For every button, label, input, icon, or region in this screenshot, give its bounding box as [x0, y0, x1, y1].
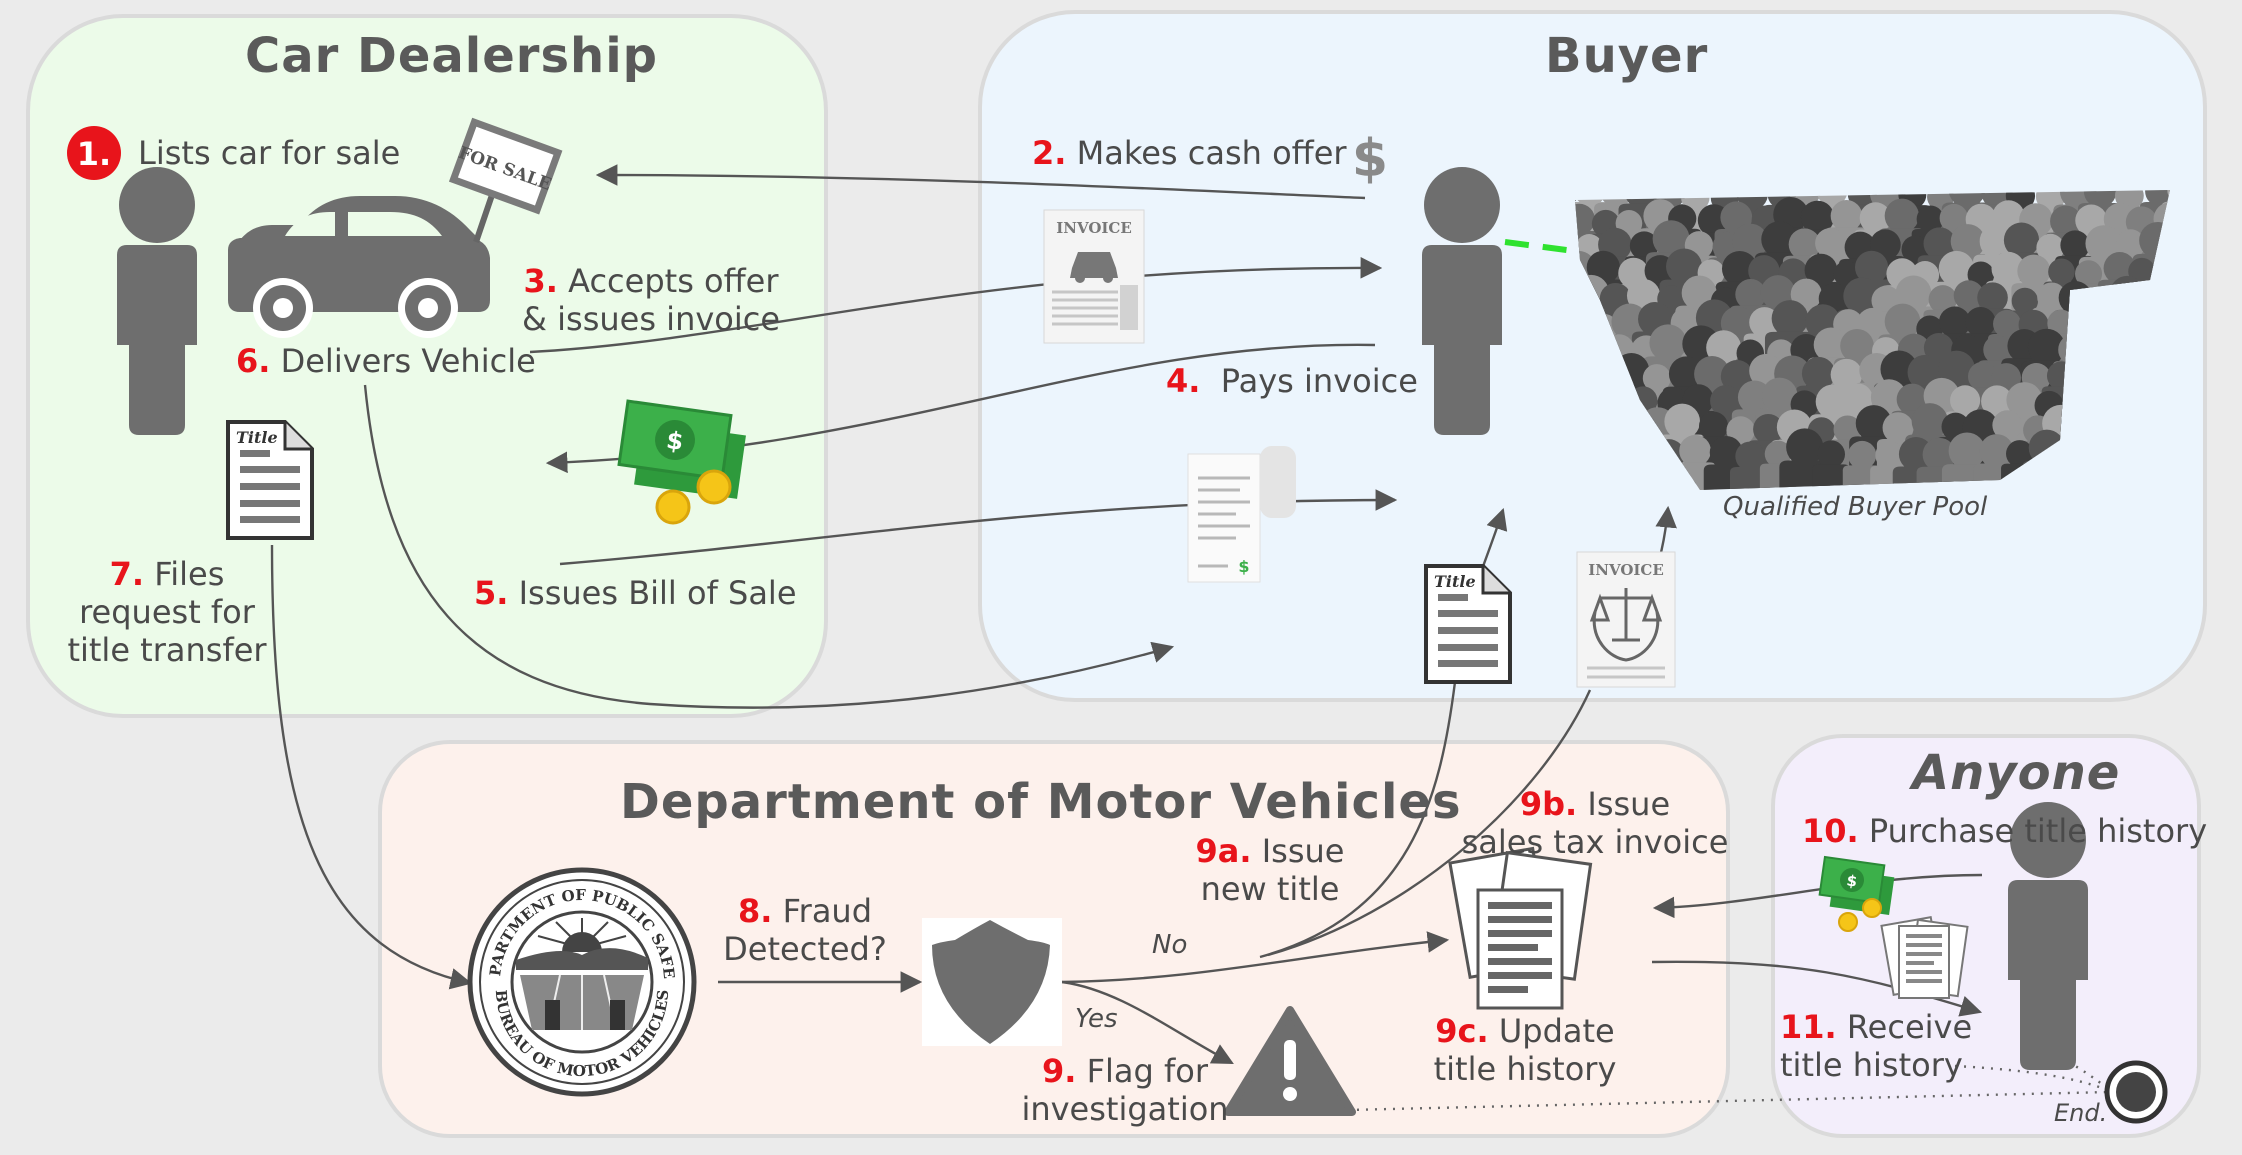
arrow-invoice — [529, 257, 1383, 354]
svg-text:$: $ — [665, 426, 685, 456]
step-5-label: 5. Issues Bill of Sale — [474, 574, 797, 612]
step-10-label: 10. Purchase title history — [1802, 812, 2208, 850]
title-history-documents-icon — [1448, 846, 1593, 1010]
dollar-sign-icon: $ — [1352, 129, 1388, 189]
end-terminal-icon — [2104, 1060, 2168, 1124]
step-1-badge-number: 1. — [77, 135, 111, 173]
step-2-label: 2. Makes cash offer — [1032, 134, 1347, 172]
step-1-label: Lists car for sale — [138, 134, 401, 172]
for-sale-sign-icon: FOR SALE — [448, 117, 563, 243]
invoice-car-icon: INVOICE — [1043, 209, 1145, 344]
new-title-document-icon: Title — [1424, 564, 1512, 684]
svg-text:Title: Title — [236, 428, 278, 447]
receipt-icon: $ — [1187, 446, 1296, 583]
dealer-person-icon — [117, 167, 197, 435]
branch-yes-label: Yes — [1075, 1004, 1118, 1034]
flow-connectors — [270, 164, 1983, 1065]
car-icon — [228, 196, 490, 338]
arrow-no-branch — [1061, 931, 1450, 984]
cash-coins-icon: $ — [617, 399, 746, 525]
arrow-title-transfer — [270, 544, 473, 990]
step-4-label: 4. Pays invoice — [1166, 362, 1418, 400]
buyer-pool-label: Qualified Buyer Pool — [1723, 492, 1988, 522]
svg-text:INVOICE: INVOICE — [1056, 219, 1132, 237]
step-9a-label: 9a. Issue new title — [1195, 832, 1345, 908]
arrow-cash-offer — [595, 164, 1366, 200]
step-9b-label: 9b. Issue sales tax invoice — [1461, 785, 1729, 861]
arrow-tax-invoice-line — [1267, 689, 1592, 957]
branch-no-label: No — [1152, 930, 1188, 960]
svg-text:$: $ — [1845, 871, 1858, 890]
arrow-yes-branch — [1061, 980, 1234, 1065]
dealership-title: Car Dealership — [245, 28, 659, 84]
dmv-title: Department of Motor Vehicles — [620, 774, 1462, 830]
arrow-purchase-history — [1652, 873, 1983, 919]
svg-text:Title: Title — [1434, 572, 1476, 591]
received-history-documents-icon — [1880, 916, 1969, 999]
arrow-deliver-vehicle — [363, 384, 1175, 709]
sales-tax-invoice-icon: INVOICE — [1576, 551, 1676, 688]
buyer-person-icon — [1422, 167, 1502, 435]
step-7-label: 7. Files request for title transfer — [67, 555, 267, 669]
title-document-icon: Title — [226, 420, 314, 540]
step-11-label: 11. Receive title history — [1780, 1008, 1973, 1084]
step-9c-label: 9c. Update title history — [1433, 1012, 1617, 1088]
buyer-title: Buyer — [1545, 28, 1709, 84]
step-8-label: 8. Fraud Detected? — [723, 892, 887, 968]
step-6-label: 6. Delivers Vehicle — [236, 342, 536, 380]
anyone-title: Anyone — [1912, 745, 2121, 801]
arrow-new-title-line — [1259, 681, 1457, 959]
anyone-container — [1771, 734, 2201, 1138]
step-9-label: 9. Flag for investigation — [1021, 1052, 1229, 1128]
end-label: End. — [2054, 1099, 2108, 1127]
buyer-container — [978, 10, 2207, 702]
police-badge-icon — [922, 918, 1062, 1046]
step-1-badge — [67, 126, 121, 180]
step-3-label: 3. Accepts offer & issues invoice — [522, 262, 781, 338]
dealership-container — [26, 14, 828, 718]
purchase-cash-icon: $ — [1818, 855, 1895, 932]
warning-icon — [1224, 1006, 1356, 1116]
svg-text:INVOICE: INVOICE — [1588, 561, 1664, 579]
svg-text:$: $ — [1238, 557, 1249, 576]
